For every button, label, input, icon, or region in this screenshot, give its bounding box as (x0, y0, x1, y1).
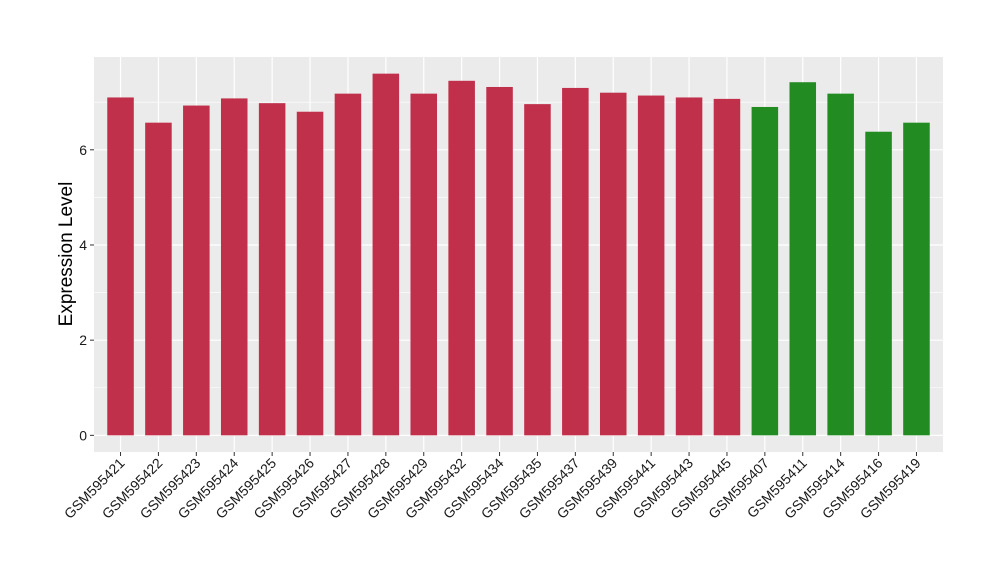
y-tick-label: 6 (79, 142, 87, 158)
bar (486, 86, 513, 436)
bar (334, 93, 362, 436)
bar (107, 97, 134, 436)
bar (865, 131, 892, 436)
bar (827, 93, 854, 436)
y-axis-title: Expression Level (56, 182, 77, 327)
bar (675, 97, 703, 436)
bar (903, 122, 930, 436)
bar (637, 95, 665, 436)
y-tick-label: 0 (79, 427, 87, 443)
bar (183, 105, 210, 436)
bar (599, 92, 627, 436)
bar (751, 106, 779, 436)
bar (713, 98, 741, 436)
bar (145, 122, 172, 436)
bar (448, 80, 475, 436)
bar (524, 104, 551, 436)
bars (107, 73, 930, 436)
bar (562, 87, 589, 436)
bar (220, 98, 248, 436)
bar (372, 73, 400, 436)
bar (258, 103, 286, 436)
bar (789, 82, 817, 436)
y-tick-label: 2 (79, 332, 87, 348)
bar (410, 93, 438, 436)
bar (296, 111, 324, 436)
y-tick-label: 4 (79, 237, 87, 253)
